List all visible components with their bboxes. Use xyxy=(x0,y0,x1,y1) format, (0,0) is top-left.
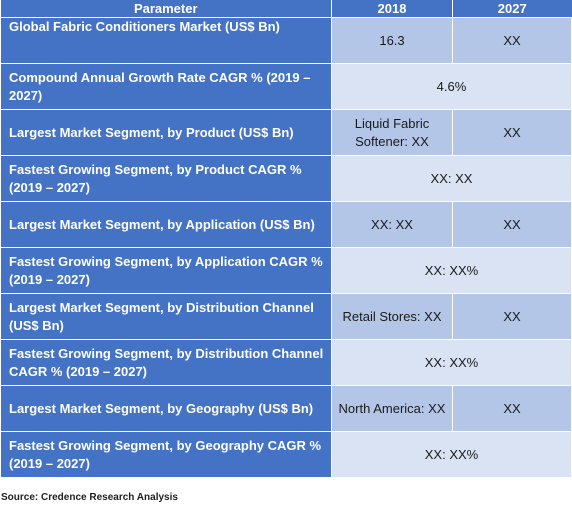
row-value-2027: XX xyxy=(452,293,572,340)
row-value-2027: XX xyxy=(452,385,572,432)
row-parameter: Largest Market Segment, by Application (… xyxy=(0,201,332,248)
row-value-2018: XX: XX xyxy=(331,201,453,248)
row-parameter: Compound Annual Growth Rate CAGR % (2019… xyxy=(0,63,332,110)
row-parameter: Largest Market Segment, by Distribution … xyxy=(0,293,332,340)
table-row: Fastest Growing Segment, by Distribution… xyxy=(0,339,572,386)
row-value-merged: XX: XX% xyxy=(331,339,572,386)
table-row: Largest Market Segment, by Geography (US… xyxy=(0,385,572,432)
row-parameter: Largest Market Segment, by Product (US$ … xyxy=(0,109,332,156)
row-value-merged: XX: XX% xyxy=(331,431,572,478)
header-2018: 2018 xyxy=(331,0,453,18)
market-summary-table: Parameter 2018 2027 Global Fabric Condit… xyxy=(0,0,572,478)
source-note: Source: Credence Research Analysis xyxy=(1,492,178,503)
row-parameter: Largest Market Segment, by Geography (US… xyxy=(0,385,332,432)
table-header-row: Parameter 2018 2027 xyxy=(0,0,572,18)
row-value-2027: XX xyxy=(452,17,572,64)
row-value-2018: Retail Stores: XX xyxy=(331,293,453,340)
table-row: Fastest Growing Segment, by Application … xyxy=(0,247,572,294)
table-row: Global Fabric Conditioners Market (US$ B… xyxy=(0,17,572,64)
row-parameter: Fastest Growing Segment, by Product CAGR… xyxy=(0,155,332,202)
header-2027: 2027 xyxy=(452,0,572,18)
table-row: Largest Market Segment, by Application (… xyxy=(0,201,572,248)
row-parameter: Global Fabric Conditioners Market (US$ B… xyxy=(0,17,332,64)
row-value-merged: 4.6% xyxy=(331,63,572,110)
row-value-merged: XX: XX% xyxy=(331,247,572,294)
row-value-2018: Liquid Fabric Softener: XX xyxy=(331,109,453,156)
table-row: Fastest Growing Segment, by Product CAGR… xyxy=(0,155,572,202)
row-value-2027: XX xyxy=(452,109,572,156)
row-value-merged: XX: XX xyxy=(331,155,572,202)
row-value-2018: 16.3 xyxy=(331,17,453,64)
row-value-2018: North America: XX xyxy=(331,385,453,432)
table-row: Largest Market Segment, by Product (US$ … xyxy=(0,109,572,156)
header-parameter: Parameter xyxy=(0,0,332,18)
table-row: Largest Market Segment, by Distribution … xyxy=(0,293,572,340)
source-divider xyxy=(0,491,571,492)
row-value-2027: XX xyxy=(452,201,572,248)
table-row: Compound Annual Growth Rate CAGR % (2019… xyxy=(0,63,572,110)
row-parameter: Fastest Growing Segment, by Application … xyxy=(0,247,332,294)
table-row: Fastest Growing Segment, by Geography CA… xyxy=(0,431,572,478)
row-parameter: Fastest Growing Segment, by Distribution… xyxy=(0,339,332,386)
row-parameter: Fastest Growing Segment, by Geography CA… xyxy=(0,431,332,478)
